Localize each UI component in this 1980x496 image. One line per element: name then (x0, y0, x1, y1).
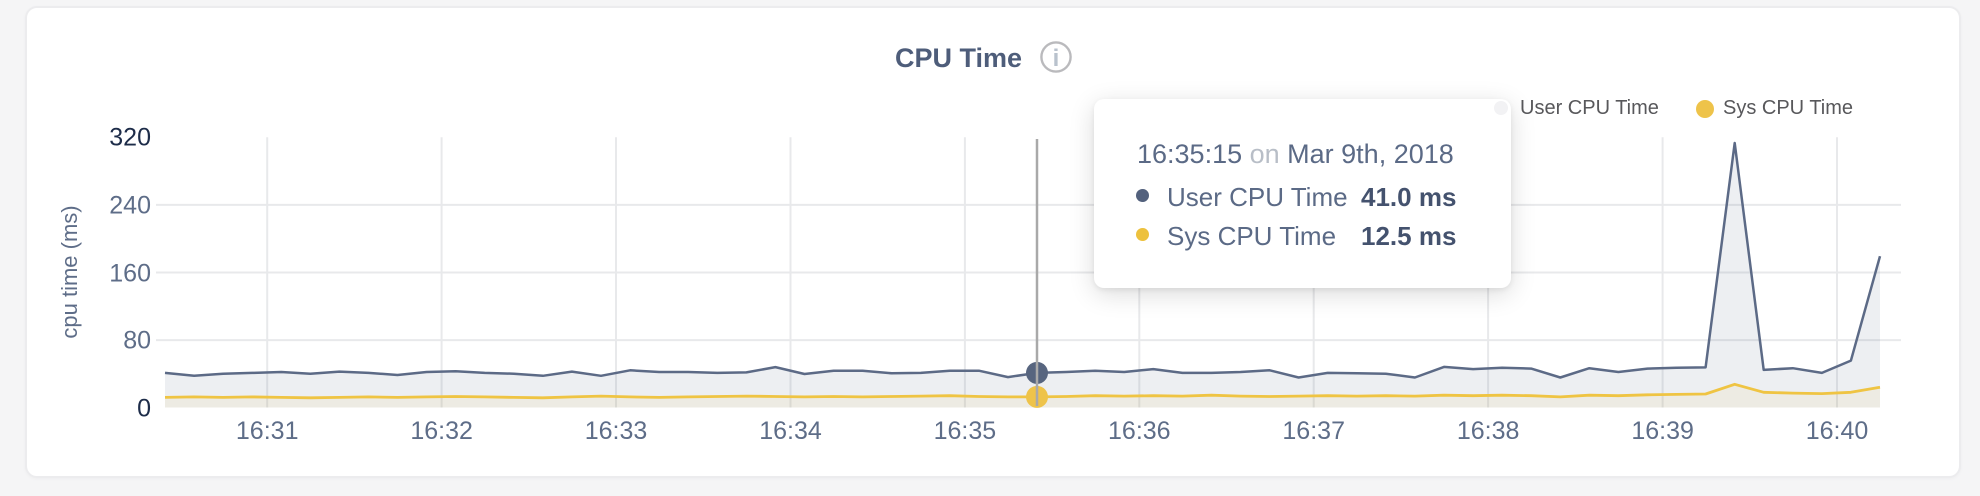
svg-text:i: i (1053, 45, 1060, 72)
